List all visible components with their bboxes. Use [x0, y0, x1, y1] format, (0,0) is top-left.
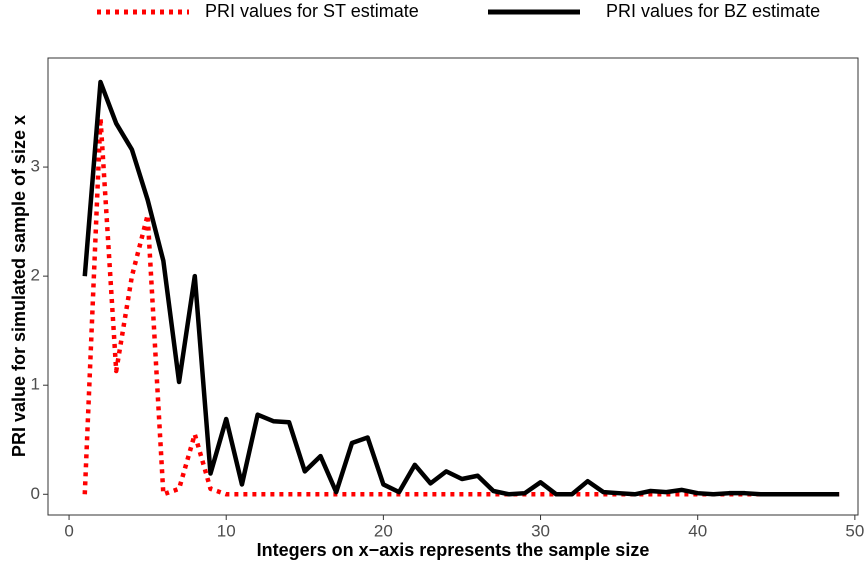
x-axis-title: Integers on x−axis represents the sample…: [257, 540, 650, 560]
x-tick-label: 20: [374, 521, 393, 540]
panel-border: [47, 57, 859, 516]
x-tick-label: 50: [845, 521, 864, 540]
y-tick-label: 2: [31, 266, 40, 285]
y-tick-label: 0: [31, 484, 40, 503]
y-axis-title: PRI value for simulated sample of size x: [9, 115, 29, 457]
x-tick-label: 30: [531, 521, 550, 540]
y-tick-label: 1: [31, 375, 40, 394]
legend-label: PRI values for BZ estimate: [606, 1, 820, 21]
legend-label: PRI values for ST estimate: [205, 1, 419, 21]
y-tick-label: 3: [31, 157, 40, 176]
x-tick-label: 10: [217, 521, 236, 540]
x-tick-label: 0: [64, 521, 73, 540]
x-tick-label: 40: [688, 521, 707, 540]
series-line: [82, 79, 840, 497]
